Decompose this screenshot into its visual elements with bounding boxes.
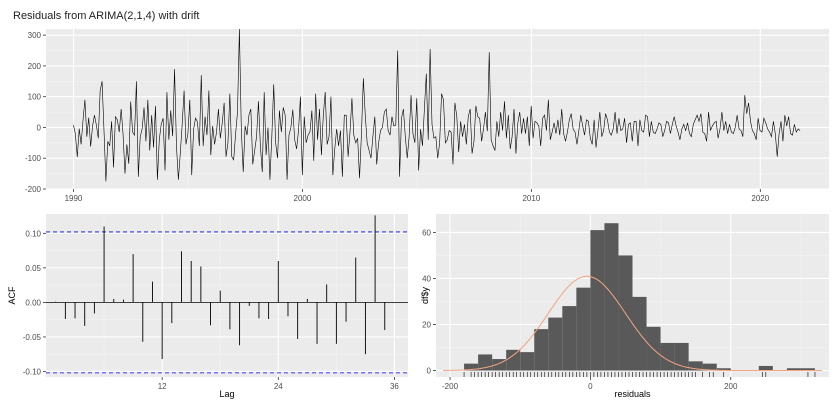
histogram-bar [604,223,619,371]
histogram-bar [660,342,675,371]
x-axis-label: residuals [614,389,651,399]
x-tick-label: 2010 [522,194,540,203]
y-axis-label: ACF [7,286,17,305]
histogram-bar [702,363,717,371]
y-tick-label: 0 [427,367,432,376]
histogram-bar [800,368,815,371]
histogram-bar [688,361,703,371]
histogram-bar [758,365,773,371]
chart-title: Residuals from ARIMA(2,1,4) with drift [13,10,200,22]
y-axis-label: df$y [420,286,430,304]
y-tick-label: -200 [25,185,42,194]
panel-background [46,29,829,189]
panel-background [46,214,408,377]
x-tick-label: 2000 [294,194,312,203]
y-tick-label: -100 [25,154,42,163]
histogram-bar [716,368,731,371]
acf-panel: -0.10 -0.05 0.00 0.05 0.10 12 24 36 Lag ACF [7,214,408,399]
x-tick-label: -200 [442,382,459,391]
histogram-bar [786,368,801,371]
y-tick-label: 0.00 [25,298,41,307]
histogram-bar [464,363,479,371]
histogram-bar [506,349,521,371]
histogram-bar [548,317,563,371]
x-tick-label: 12 [158,382,167,391]
y-tick-label: 40 [422,274,431,283]
x-tick-label: 24 [274,382,283,391]
x-axis-label: Lag [219,389,234,399]
y-tick-label: 60 [422,228,431,237]
histogram-bar [492,359,507,371]
histogram-bar [576,287,591,371]
y-tick-label: 20 [422,321,431,330]
histogram-panel: 0 20 40 60 -200 0 200 residuals df$y [420,214,829,399]
histogram-bar [562,306,577,371]
y-tick-label: -0.05 [23,333,42,342]
residual-timeseries-panel: -200 -100 0 100 200 300 1990 2000 2010 2020 [25,28,829,203]
x-tick-label: 0 [588,382,593,391]
residual-series-line [73,28,801,182]
x-tick-label: 1990 [65,194,83,203]
y-tick-label: 0.10 [25,229,41,238]
y-tick-label: 100 [28,93,42,102]
y-tick-label: 0.05 [25,264,41,273]
y-tick-label: -0.10 [23,367,42,376]
density-curve [443,275,822,372]
histogram-bar [674,342,689,371]
x-tick-label: 2020 [751,194,769,203]
y-tick-label: 200 [28,62,42,71]
histogram-bar [520,352,535,371]
y-tick-label: 0 [37,123,42,132]
x-tick-label: 200 [724,382,738,391]
histogram-bar [534,329,549,371]
histogram-bar [590,230,605,371]
x-tick-label: 36 [390,382,399,391]
y-tick-label: 300 [28,31,42,40]
